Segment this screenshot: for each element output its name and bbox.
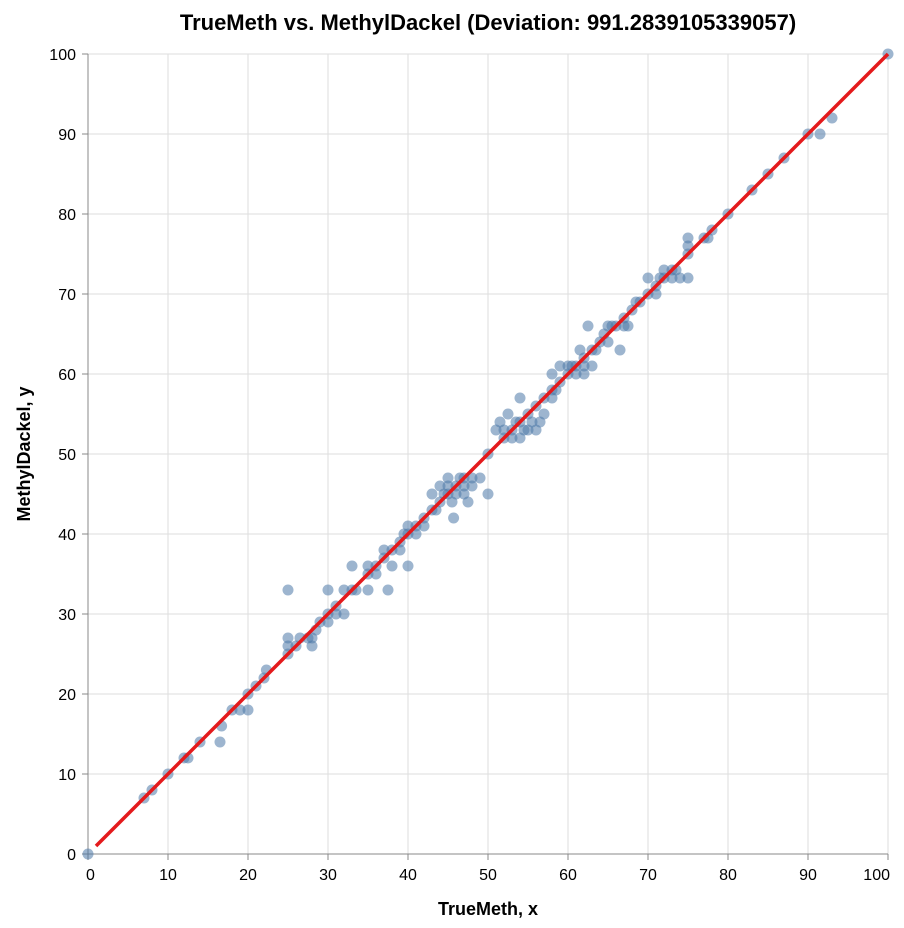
data-point — [370, 568, 382, 580]
data-point — [682, 240, 694, 252]
data-point — [502, 408, 514, 420]
data-point — [410, 528, 422, 540]
x-tick-label: 40 — [399, 867, 417, 884]
reference-line — [94, 52, 890, 848]
data-point — [362, 560, 374, 572]
x-tick-label: 0 — [86, 867, 95, 884]
data-point — [234, 704, 246, 716]
data-point — [826, 112, 838, 124]
y-axis-title: MethylDackel, y — [14, 386, 34, 521]
data-point — [242, 704, 254, 716]
data-point — [346, 560, 358, 572]
data-point — [282, 632, 294, 644]
x-tick-label: 60 — [559, 867, 577, 884]
data-point — [814, 128, 826, 140]
data-point — [448, 512, 460, 524]
data-point — [474, 472, 486, 484]
data-point — [586, 360, 598, 372]
data-point — [674, 272, 686, 284]
data-point — [682, 232, 694, 244]
data-point — [382, 584, 394, 596]
data-point — [322, 584, 334, 596]
data-point — [458, 480, 470, 492]
data-point — [482, 488, 494, 500]
y-tick-label: 10 — [58, 767, 76, 784]
data-point — [450, 488, 462, 500]
data-point — [282, 640, 294, 652]
data-point — [378, 544, 390, 556]
data-point — [466, 480, 478, 492]
x-tick-label: 70 — [639, 867, 657, 884]
y-tick-label: 20 — [58, 687, 76, 704]
x-tick-label: 30 — [319, 867, 337, 884]
data-point — [682, 272, 694, 284]
y-tick-label: 50 — [58, 447, 76, 464]
data-point — [394, 544, 406, 556]
data-point — [306, 640, 318, 652]
data-point — [322, 616, 334, 628]
data-point — [214, 736, 226, 748]
data-point — [546, 368, 558, 380]
data-point — [386, 560, 398, 572]
y-tick-label: 30 — [58, 607, 76, 624]
data-point — [578, 368, 590, 380]
data-point — [614, 344, 626, 356]
data-point — [658, 264, 670, 276]
y-tick-label: 70 — [58, 287, 76, 304]
data-point — [338, 584, 350, 596]
data-point — [538, 408, 550, 420]
data-point — [642, 272, 654, 284]
x-tick-label: 10 — [159, 867, 177, 884]
data-point — [498, 424, 510, 436]
data-point — [578, 360, 590, 372]
x-tick-label: 20 — [239, 867, 257, 884]
data-point — [402, 560, 414, 572]
y-tick-label: 60 — [58, 367, 76, 384]
x-tick-label: 90 — [799, 867, 817, 884]
y-tick-label: 90 — [58, 127, 76, 144]
data-point — [418, 520, 430, 532]
data-point — [570, 368, 582, 380]
data-point — [362, 584, 374, 596]
data-point — [82, 848, 94, 860]
reference-line-layer — [94, 52, 890, 848]
data-point — [442, 472, 454, 484]
y-tick-label: 40 — [58, 527, 76, 544]
data-point — [338, 608, 350, 620]
y-tick-label: 0 — [67, 847, 76, 864]
data-point — [602, 336, 614, 348]
data-point — [330, 608, 342, 620]
data-point — [442, 480, 454, 492]
data-point — [582, 320, 594, 332]
data-point — [622, 320, 634, 332]
data-point — [462, 496, 474, 508]
x-tick-label: 100 — [863, 867, 890, 884]
y-tick-label: 100 — [49, 47, 76, 64]
data-point — [426, 488, 438, 500]
y-tick-label: 80 — [58, 207, 76, 224]
data-point — [506, 432, 518, 444]
axes: 0 10 20 30 40 50 60 70 80 90 100 0 10 20 30 40 50 60 70 80 9… — [49, 47, 890, 884]
x-tick-label: 50 — [479, 867, 497, 884]
data-point — [554, 360, 566, 372]
data-point — [466, 472, 478, 484]
data-point — [282, 584, 294, 596]
data-point — [650, 288, 662, 300]
data-point — [402, 520, 414, 532]
x-axis-title: TrueMeth, x — [438, 899, 538, 919]
x-tick-label: 80 — [719, 867, 737, 884]
chart-title: TrueMeth vs. MethylDackel (Deviation: 99… — [180, 10, 796, 35]
data-point — [514, 392, 526, 404]
